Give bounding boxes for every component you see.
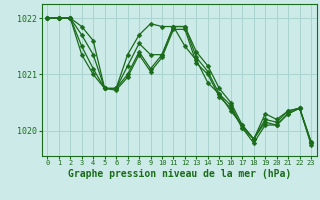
X-axis label: Graphe pression niveau de la mer (hPa): Graphe pression niveau de la mer (hPa) (68, 169, 291, 179)
